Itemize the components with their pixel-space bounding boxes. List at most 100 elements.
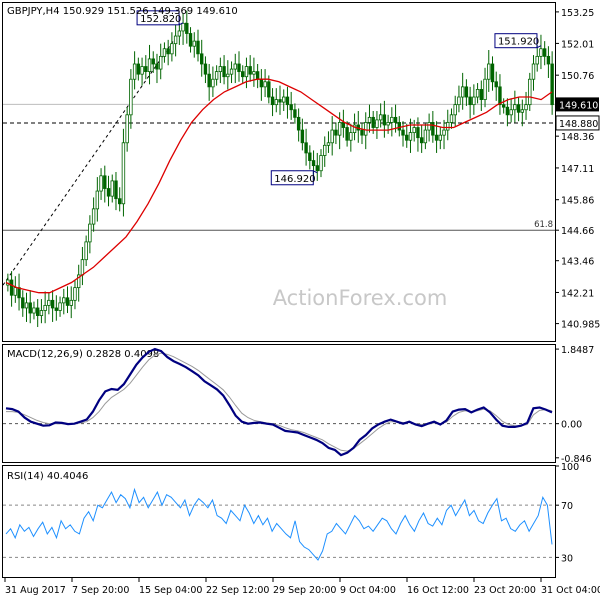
candle-body (32, 307, 36, 314)
candle (375, 111, 379, 139)
candle (244, 57, 249, 89)
candle (211, 66, 215, 98)
candle-body (528, 78, 532, 106)
candle (95, 177, 100, 222)
candle-body (118, 198, 122, 205)
candle (449, 108, 454, 129)
price-tick-label: 143.46 (561, 257, 594, 268)
candle (110, 174, 114, 203)
candle (531, 55, 536, 91)
candle-body (278, 99, 282, 103)
candle (364, 112, 368, 150)
candle-body (144, 66, 148, 73)
candle (159, 43, 163, 80)
candle (118, 187, 122, 212)
candle-body (408, 132, 413, 141)
candle-body (140, 66, 144, 75)
candle-body (125, 114, 129, 144)
candle (345, 121, 349, 147)
candle-body (65, 297, 70, 306)
candle-body (35, 307, 40, 316)
rsi-tick-label: 100 (561, 462, 579, 473)
macd-axis: 1.8487 0.00 -0.846 (3, 345, 594, 465)
candle (114, 172, 118, 211)
candle (185, 10, 189, 44)
candle-body (326, 142, 331, 146)
candle-body (73, 287, 77, 301)
macd-title: MACD(12,26,9) 0.2828 0.4098 (7, 349, 159, 360)
annotation-label: 152.820 (140, 14, 181, 25)
candle (289, 91, 293, 120)
candle-body (173, 35, 178, 45)
candle (405, 123, 409, 148)
swing-annotation: 146.920 (270, 170, 318, 186)
candle (222, 55, 226, 85)
candle-body (241, 71, 245, 78)
candle-body (431, 122, 435, 136)
candle (334, 122, 338, 145)
candle-body (468, 96, 472, 106)
candle-body (289, 104, 293, 111)
candle-body (196, 40, 200, 55)
candle (58, 296, 62, 317)
candle (50, 290, 55, 322)
candle (166, 39, 170, 66)
macd-tick-label: 0.00 (561, 420, 582, 431)
candle (308, 145, 312, 170)
price-tag-box (556, 97, 599, 112)
candle-body (434, 134, 439, 141)
candle (69, 286, 73, 319)
candle-body (345, 127, 349, 141)
macd-line (5, 347, 553, 457)
candle (24, 292, 29, 322)
candle (509, 98, 513, 123)
candle (62, 288, 66, 315)
candle-body (185, 22, 189, 34)
candle (84, 235, 88, 267)
candle (125, 107, 129, 152)
candle-body (43, 305, 47, 311)
candle-body (13, 287, 18, 296)
price-tick-label: 153.25 (561, 8, 594, 19)
time-tick-label: 29 Sep 20:00 (273, 585, 336, 596)
candle-body (494, 81, 498, 88)
candle (483, 67, 487, 108)
candle (173, 22, 178, 57)
price-tag-label: 149.610 (559, 100, 598, 111)
candle-body (405, 134, 409, 141)
candle-body (334, 129, 338, 136)
candle (438, 127, 442, 150)
candle (218, 57, 223, 84)
candle-body (151, 58, 155, 65)
price-annotations: 152.820 151.920 146.920 (136, 10, 542, 186)
candle (341, 109, 346, 138)
candle (513, 90, 517, 123)
candle-body (479, 89, 484, 100)
candle (319, 149, 323, 178)
candle (13, 276, 18, 303)
annotation-label: 146.920 (274, 174, 315, 185)
candle-body (263, 81, 267, 88)
candle (226, 60, 230, 90)
rsi-title: RSI(14) 40.4046 (7, 471, 88, 482)
candle (203, 56, 208, 84)
ma-line (5, 78, 553, 294)
candle (412, 119, 416, 142)
candle (252, 57, 256, 87)
candle (121, 128, 126, 217)
candle (423, 123, 428, 150)
candle-body (80, 259, 85, 276)
candle-body (330, 129, 334, 144)
candle-body (192, 40, 196, 47)
candle-body (524, 104, 528, 111)
candle-body (88, 223, 92, 243)
candle (304, 128, 308, 166)
candle (360, 122, 364, 145)
level-tag-label: 148.880 (559, 119, 598, 130)
price-panel-frame (2, 2, 556, 342)
candle (464, 79, 469, 106)
candle (278, 85, 282, 115)
price-tick-label: 148.36 (561, 132, 594, 143)
candle-body (95, 190, 100, 210)
